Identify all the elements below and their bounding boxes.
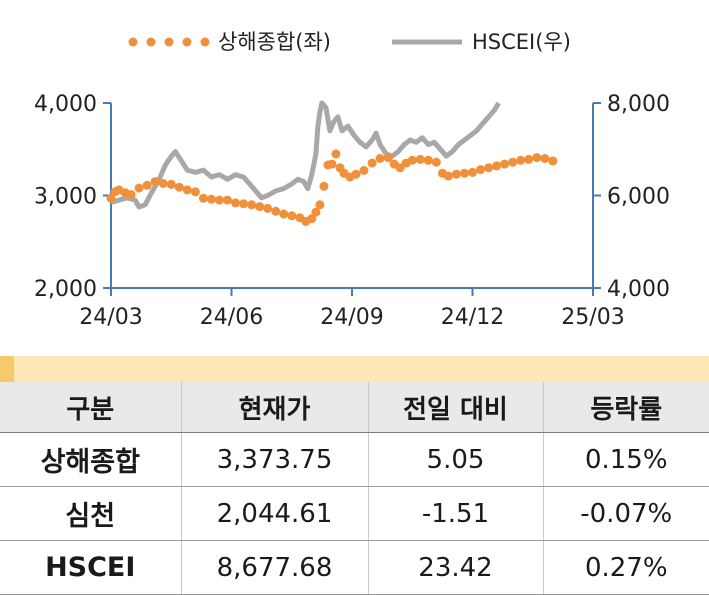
shanghai-point	[190, 187, 200, 197]
section-divider-band	[0, 356, 709, 382]
series-shanghai	[106, 149, 558, 226]
row-price: 3,373.75	[181, 432, 369, 487]
series-hscei	[110, 100, 501, 210]
hscei-line	[110, 100, 501, 210]
shanghai-point	[367, 158, 377, 168]
shanghai-point	[271, 206, 281, 216]
shanghai-point	[484, 163, 494, 173]
shanghai-point	[134, 183, 144, 193]
shanghai-point	[287, 211, 297, 221]
shanghai-point	[327, 159, 337, 169]
shanghai-point	[263, 203, 273, 213]
y-right-tick-label: 4,000	[607, 277, 670, 302]
shanghai-point	[315, 200, 325, 210]
shanghai-point	[415, 154, 425, 164]
shanghai-point	[255, 202, 265, 212]
y-right-tick-label: 6,000	[607, 185, 670, 210]
row-rate: -0.07%	[543, 486, 709, 541]
row-name: HSCEI	[0, 540, 182, 595]
shanghai-point	[460, 168, 469, 178]
shanghai-point	[532, 153, 542, 163]
shanghai-point	[166, 179, 176, 189]
shanghai-point	[443, 171, 453, 181]
legend-series-shanghai: 상해종합(좌)	[128, 30, 331, 54]
x-tick-label: 25/03	[561, 305, 624, 330]
chart-axes: 2,000 3,000 4,000 4,000 6,000 8,000 24/03 24/06…	[34, 92, 670, 330]
shanghai-point	[516, 155, 526, 165]
x-tick-label: 24/06	[200, 305, 263, 330]
shanghai-point	[279, 209, 289, 219]
shanghai-point	[174, 182, 184, 192]
shanghai-point	[431, 157, 441, 167]
row-change: 23.42	[368, 540, 544, 595]
shanghai-point	[383, 153, 393, 163]
section-divider-accent	[0, 356, 14, 382]
chart-legend: 상해종합(좌) HSCEI(우)	[128, 30, 571, 54]
shanghai-point	[375, 154, 385, 163]
header-change-rate: 등락률	[543, 382, 709, 433]
shanghai-point	[150, 177, 160, 187]
shanghai-point	[239, 199, 248, 209]
quote-table: 구분 현재가 전일 대비 등락률 상해종합 3,373.75 5.05 0.15…	[0, 382, 709, 595]
shanghai-point	[500, 159, 510, 169]
header-category: 구분	[0, 382, 182, 433]
legend-label-hscei: HSCEI(우)	[472, 30, 571, 54]
table-row: 상해종합 3,373.75 5.05 0.15%	[0, 432, 709, 487]
shanghai-point	[407, 155, 417, 165]
x-tick-label: 24/09	[320, 305, 383, 330]
legend-series-hscei: HSCEI(우)	[392, 30, 571, 54]
shanghai-point	[198, 193, 208, 203]
shanghai-point	[331, 149, 341, 159]
shanghai-point	[307, 214, 317, 224]
y-left-tick-label: 2,000	[34, 277, 97, 302]
x-tick-label: 24/12	[441, 305, 504, 330]
shanghai-point	[492, 161, 502, 171]
shanghai-point	[126, 190, 136, 200]
shanghai-point	[158, 179, 168, 188]
shanghai-point	[182, 185, 192, 195]
shanghai-point	[423, 155, 433, 165]
shanghai-point	[451, 169, 461, 179]
row-price: 8,677.68	[181, 540, 369, 595]
shanghai-point	[231, 198, 240, 208]
shanghai-point	[359, 166, 369, 175]
legend-label-shanghai: 상해종합(좌)	[218, 30, 331, 54]
shanghai-point	[247, 200, 257, 210]
y-left-tick-label: 4,000	[34, 92, 97, 117]
shanghai-point	[206, 194, 216, 204]
row-rate: 0.15%	[543, 432, 709, 487]
y-right-tick-label: 8,000	[607, 92, 670, 117]
shanghai-point	[524, 154, 534, 164]
row-name: 심천	[0, 486, 182, 541]
index-chart: 상해종합(좌) HSCEI(우) 2,000 3,000 4,000 4,000 6,0…	[34, 30, 670, 330]
header-current-price: 현재가	[181, 382, 369, 433]
shanghai-point	[319, 181, 329, 191]
y-left-tick-label: 3,000	[34, 185, 97, 210]
shanghai-point	[540, 154, 550, 163]
quote-table-header-row: 구분 현재가 전일 대비 등락률	[0, 382, 709, 433]
table-row: 심천 2,044.61 -1.51 -0.07%	[0, 486, 709, 541]
row-change: -1.51	[368, 486, 544, 541]
row-rate: 0.27%	[543, 540, 709, 595]
row-name: 상해종합	[0, 432, 182, 487]
row-change: 5.05	[368, 432, 544, 487]
row-price: 2,044.61	[181, 486, 369, 541]
shanghai-point	[476, 165, 485, 175]
x-tick-label: 24/03	[79, 305, 142, 330]
shanghai-point	[214, 195, 224, 205]
shanghai-point	[223, 195, 232, 205]
shanghai-point	[106, 193, 116, 203]
shanghai-point	[351, 169, 361, 179]
header-change: 전일 대비	[368, 382, 544, 433]
shanghai-point	[548, 156, 558, 166]
table-row: HSCEI 8,677.68 23.42 0.27%	[0, 540, 709, 595]
shanghai-point	[508, 157, 518, 167]
shanghai-point	[468, 167, 477, 177]
shanghai-point	[142, 180, 152, 190]
shanghai-point	[311, 207, 321, 217]
